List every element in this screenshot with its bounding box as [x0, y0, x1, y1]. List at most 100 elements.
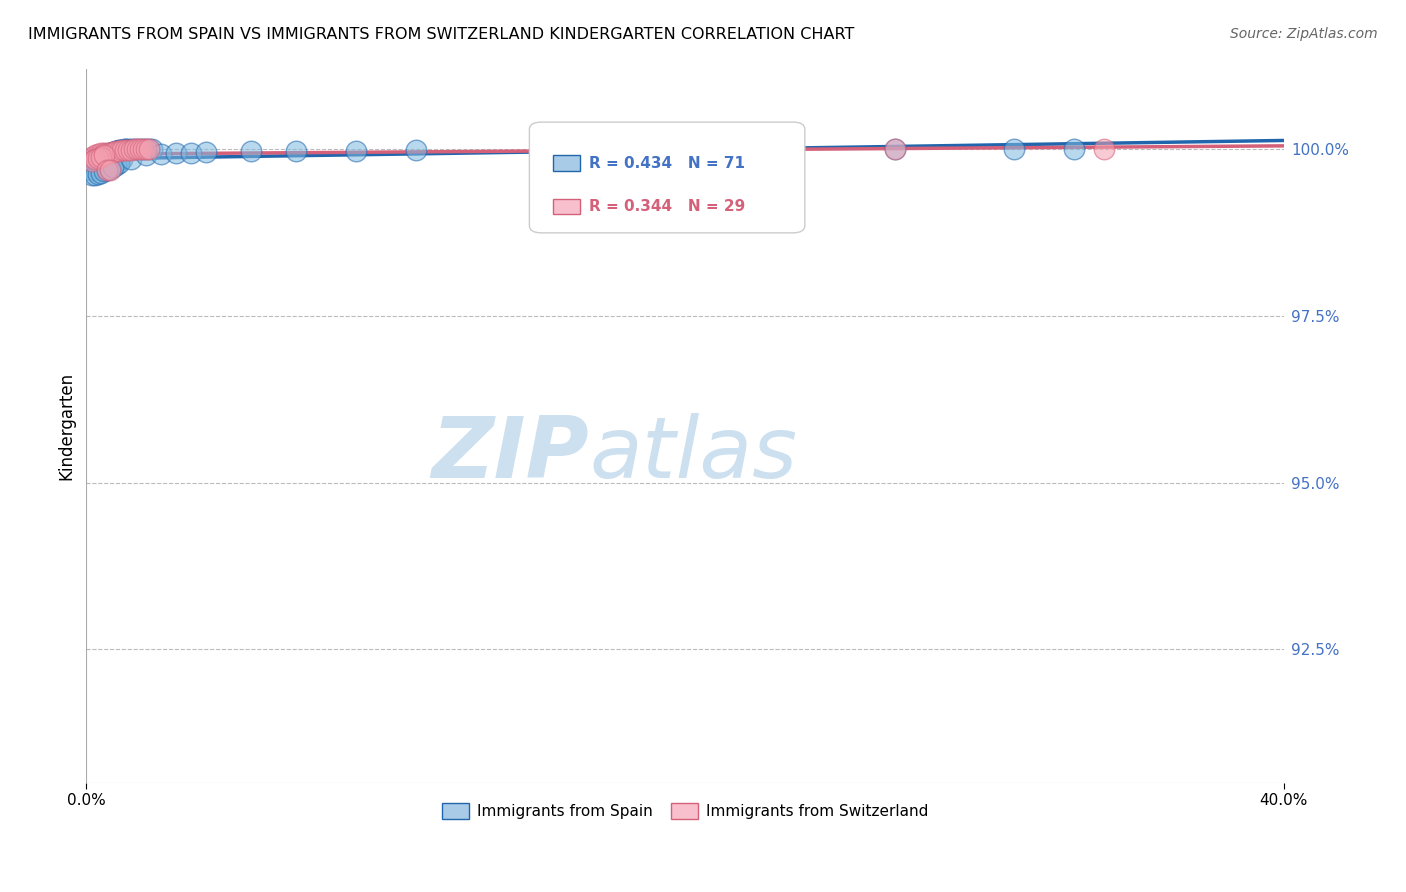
Point [135, 148, 157, 162]
Point [883, 142, 905, 156]
Point [114, 142, 136, 156]
Point [84, 148, 107, 162]
Text: ZIP: ZIP [432, 413, 589, 496]
Point [127, 142, 149, 156]
Point [82, 169, 104, 183]
Point [98, 145, 121, 160]
Point [138, 142, 160, 156]
Point [141, 142, 163, 156]
Point [108, 143, 131, 157]
Point [105, 153, 128, 168]
Point [111, 143, 134, 157]
Point [114, 143, 136, 157]
Point [96, 147, 118, 161]
Point [284, 144, 307, 158]
Point [87, 158, 110, 172]
Point [93, 164, 115, 178]
Point [96, 155, 118, 169]
Point [1092, 142, 1115, 156]
Point [103, 161, 125, 175]
Point [129, 142, 152, 156]
Point [111, 143, 134, 157]
Point [103, 145, 125, 159]
Point [135, 142, 157, 156]
Point [90, 148, 112, 162]
Point [90, 148, 112, 162]
Point [120, 142, 142, 156]
Point [87, 152, 110, 166]
Point [93, 148, 115, 162]
Point [138, 142, 160, 156]
Text: atlas: atlas [589, 413, 797, 496]
Point [90, 146, 112, 161]
Point [103, 153, 125, 168]
Point [82, 150, 104, 164]
Text: R = 0.344   N = 29: R = 0.344 N = 29 [589, 199, 745, 214]
Point [122, 142, 145, 156]
Text: IMMIGRANTS FROM SPAIN VS IMMIGRANTS FROM SWITZERLAND KINDERGARTEN CORRELATION CH: IMMIGRANTS FROM SPAIN VS IMMIGRANTS FROM… [28, 27, 855, 42]
Point [108, 143, 131, 157]
Point [87, 167, 110, 181]
Point [122, 142, 145, 156]
Point [165, 146, 187, 161]
Bar [554, 199, 579, 214]
Point [132, 142, 155, 156]
Point [98, 159, 121, 173]
Point [111, 143, 134, 157]
Point [120, 143, 142, 157]
Point [111, 153, 134, 167]
Point [1002, 142, 1025, 156]
Point [108, 153, 131, 167]
Point [108, 144, 131, 158]
Point [195, 145, 218, 159]
Point [87, 161, 110, 176]
Point [117, 143, 139, 157]
Point [98, 163, 121, 178]
Point [150, 147, 173, 161]
Point [105, 145, 128, 159]
Point [96, 161, 118, 175]
Point [90, 150, 112, 164]
Point [135, 142, 157, 156]
Point [239, 145, 262, 159]
Point [84, 153, 107, 167]
FancyBboxPatch shape [530, 122, 804, 233]
Point [87, 151, 110, 165]
Text: Source: ZipAtlas.com: Source: ZipAtlas.com [1230, 27, 1378, 41]
Point [93, 156, 115, 170]
Point [103, 159, 125, 173]
Point [90, 161, 112, 176]
Point [105, 144, 128, 158]
Point [96, 163, 118, 178]
Legend: Immigrants from Spain, Immigrants from Switzerland: Immigrants from Spain, Immigrants from S… [436, 797, 935, 825]
Bar [554, 155, 579, 171]
Point [84, 158, 107, 172]
Point [82, 153, 104, 168]
Point [344, 144, 367, 158]
Point [93, 146, 115, 161]
Text: R = 0.434   N = 71: R = 0.434 N = 71 [589, 155, 745, 170]
Point [84, 169, 107, 183]
Point [105, 144, 128, 158]
Point [405, 143, 427, 157]
Point [114, 142, 136, 156]
Point [93, 148, 115, 162]
Point [98, 161, 121, 176]
Point [98, 155, 121, 169]
Point [93, 148, 115, 162]
Y-axis label: Kindergarten: Kindergarten [58, 372, 75, 480]
Point [127, 142, 149, 156]
Point [90, 156, 112, 170]
Point [117, 142, 139, 156]
Point [93, 161, 115, 175]
Point [108, 156, 131, 170]
Point [87, 147, 110, 161]
Point [90, 166, 112, 180]
Point [96, 147, 118, 161]
Point [98, 146, 121, 161]
Point [82, 152, 104, 166]
Point [129, 142, 152, 156]
Point [120, 152, 142, 166]
Point [96, 163, 118, 178]
Point [132, 142, 155, 156]
